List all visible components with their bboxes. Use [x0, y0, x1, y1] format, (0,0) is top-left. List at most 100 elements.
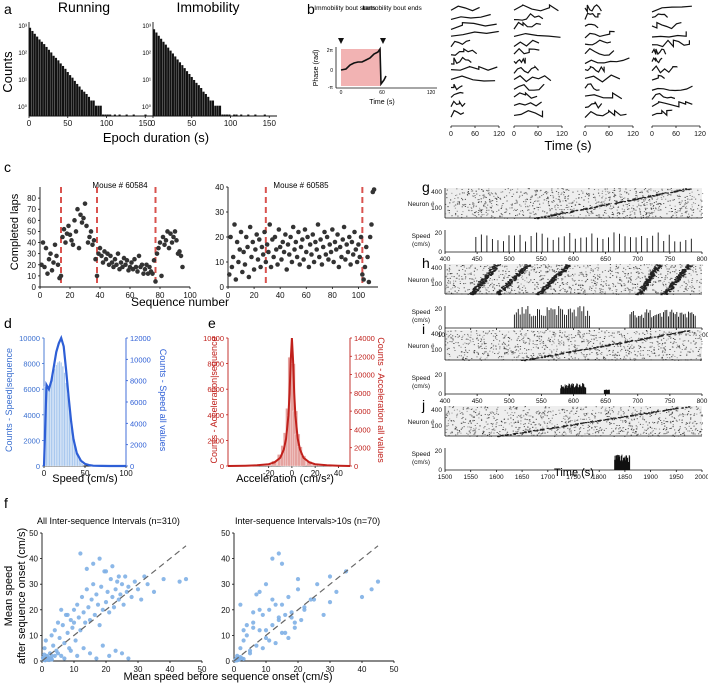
raster-spike — [630, 272, 632, 274]
raster-spike — [539, 196, 541, 198]
raster-spike — [632, 205, 634, 207]
y-tick-label-left: 4000 — [23, 411, 40, 420]
raster-sequence-spike — [565, 351, 568, 353]
raster-spike — [535, 271, 538, 273]
raster-sequence-spike — [558, 214, 561, 216]
raster-spike — [568, 212, 570, 214]
raster-spike — [450, 288, 452, 290]
raster-sequence-spike — [480, 284, 484, 286]
raster-spike — [502, 359, 505, 360]
raster-spike — [626, 339, 628, 341]
raster-spike — [656, 199, 658, 200]
panel-d-plot: 0200040006000800010000020004000600080001… — [19, 334, 151, 478]
raster-spike — [557, 278, 559, 280]
raster-spike — [473, 205, 475, 207]
raster-sequence-spike — [644, 284, 647, 286]
raster-spike — [478, 292, 481, 294]
raster-spike — [536, 206, 538, 208]
raster-spike — [561, 332, 564, 334]
raster-sequence-spike — [634, 340, 637, 342]
raster-sequence-spike — [686, 267, 690, 269]
raster-spike — [623, 271, 625, 273]
raster-spike — [527, 429, 529, 431]
raster-spike — [629, 214, 631, 216]
hist-bar — [176, 59, 179, 116]
raster-spike — [489, 285, 491, 287]
raster-spike — [633, 350, 636, 352]
raster-sequence-spike — [677, 281, 680, 283]
raster-spike — [574, 344, 576, 346]
raster-sequence-spike — [546, 284, 549, 286]
raster-spike — [649, 200, 651, 202]
raster-spike — [615, 264, 618, 266]
raster-sequence-spike — [616, 202, 619, 204]
raster-spike — [448, 412, 450, 414]
raster-spike — [533, 208, 535, 210]
raster-spike — [501, 279, 504, 281]
raster-spike — [653, 349, 655, 351]
raster-spike — [643, 199, 645, 201]
raster-sequence-spike — [498, 289, 501, 291]
hist-bar — [197, 85, 200, 116]
raster-spike — [613, 206, 615, 208]
raster-sequence-spike — [674, 280, 677, 282]
raster-spike — [589, 265, 591, 266]
hist-bar — [31, 30, 34, 116]
raster-spike — [552, 334, 554, 335]
raster-spike — [512, 193, 515, 195]
raster-spike — [512, 351, 514, 352]
hist-bar — [195, 82, 198, 116]
raster-spike — [494, 336, 496, 338]
raster-spike — [548, 265, 550, 267]
raster-spike — [597, 192, 600, 194]
raster-spike — [564, 196, 566, 198]
raster-spike — [585, 273, 587, 275]
raster-spike — [638, 192, 641, 193]
raster-spike — [675, 269, 677, 271]
raster-spike — [526, 205, 529, 207]
raster-spike — [614, 190, 616, 191]
raster-sequence-spike — [642, 288, 645, 290]
raster-spike — [621, 335, 623, 337]
raster-spike — [590, 341, 592, 342]
raster-spike — [700, 269, 702, 271]
data-point — [238, 602, 243, 607]
raster-spike — [542, 411, 544, 413]
raster-sequence-spike — [542, 287, 545, 289]
raster-spike — [543, 199, 545, 201]
raster-spike — [519, 195, 521, 197]
data-point — [241, 249, 246, 255]
raster-spike — [532, 281, 534, 283]
raster-spike — [613, 195, 616, 197]
raster-spike — [483, 334, 485, 336]
raster-spike — [530, 279, 532, 281]
x-tick-label: 0 — [42, 469, 47, 478]
raster-spike — [520, 205, 522, 207]
raster-spike — [534, 200, 536, 202]
raster-spike — [672, 346, 674, 348]
raster-spike — [469, 421, 471, 423]
raster-spike — [559, 332, 561, 333]
raster-spike — [587, 348, 589, 350]
x-tick-label: 500 — [504, 398, 515, 405]
raster-spike — [635, 271, 638, 273]
raster-spike — [489, 278, 491, 280]
raster-spike — [667, 270, 669, 272]
raster-spike — [655, 291, 657, 293]
panel-f-xlabel: Mean speed before sequence onset (cm/s) — [123, 671, 332, 683]
raster-spike — [470, 337, 472, 339]
data-point — [108, 253, 113, 259]
raster-spike — [571, 206, 573, 208]
raster-spike — [601, 203, 603, 205]
raster-spike — [475, 211, 477, 213]
raster-spike — [516, 339, 518, 341]
raster-sequence-spike — [670, 191, 674, 193]
raster-spike — [604, 209, 607, 211]
raster-spike — [571, 337, 573, 339]
hist-bar — [61, 366, 64, 467]
raster-spike — [521, 339, 523, 340]
raster-spike — [637, 351, 639, 353]
raster-spike — [477, 352, 479, 354]
raster-spike — [651, 431, 653, 433]
